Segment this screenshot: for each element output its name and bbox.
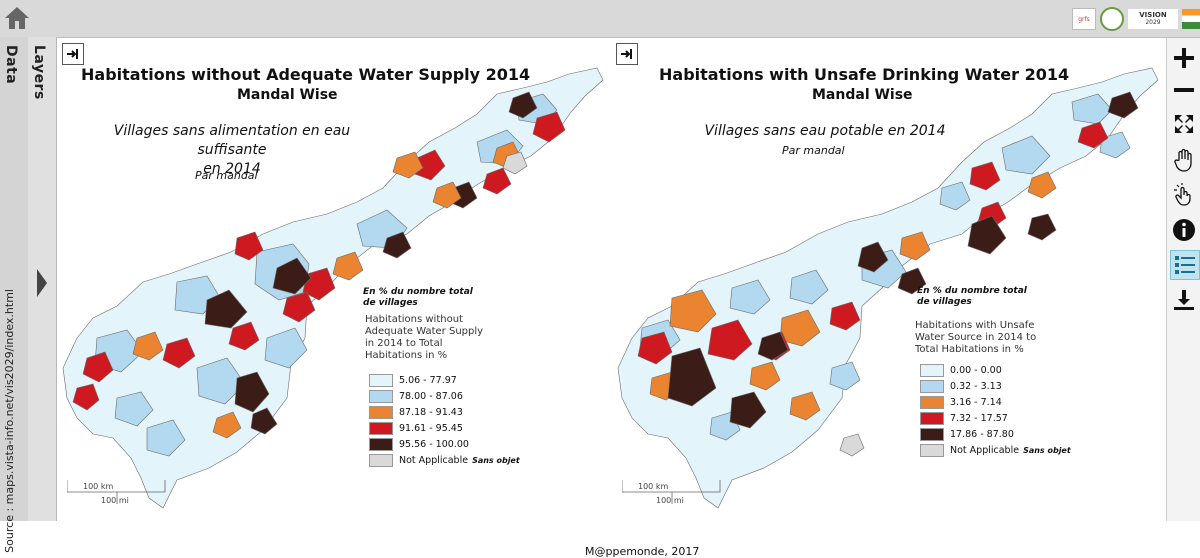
legend-french-heading-left: En % du nombre total de villages — [363, 287, 473, 308]
legend-swatch — [369, 405, 393, 419]
expand-arrow-icon[interactable] — [37, 269, 47, 297]
swap-icon — [67, 49, 78, 59]
download-button[interactable] — [1170, 286, 1198, 314]
legend-swatch — [920, 427, 944, 441]
scale-mi-left: 100 mi — [101, 496, 129, 505]
source-text: Source : maps.vista-info.net/vis2029/ind… — [3, 289, 16, 553]
state-seal-logo — [1100, 7, 1124, 31]
hand-icon — [1174, 148, 1192, 172]
legend-swatch — [920, 411, 944, 425]
data-tab[interactable]: Data Source : maps.vista-info.net/vis202… — [0, 37, 29, 553]
map-panel-left: Habitations without Adequate Water Suppl… — [57, 38, 612, 521]
legend-swatch — [920, 443, 944, 457]
french-title-right: Villages sans eau potable en 2014 — [704, 123, 946, 139]
flag-logo — [1182, 9, 1200, 29]
scale-km-left: 100 km — [83, 482, 114, 491]
legend-button[interactable] — [1170, 250, 1200, 280]
district-map-right — [617, 67, 1159, 509]
info-icon — [1173, 219, 1195, 241]
full-extent-button[interactable] — [1170, 110, 1198, 138]
zoom-out-button[interactable] — [1170, 76, 1198, 104]
legend-swatch — [920, 363, 944, 377]
data-tab-label: Data — [3, 45, 19, 85]
map-title-right: Habitations with Unsafe Drinking Water 2… — [659, 65, 1070, 84]
pan-button[interactable] — [1170, 146, 1198, 174]
scale-km-right: 100 km — [638, 482, 669, 491]
legend-item: 17.86 - 87.80 — [920, 427, 1014, 441]
grfs-logo: grfs — [1072, 8, 1096, 30]
legend-item: 87.18 - 91.43 — [369, 405, 463, 419]
legend-item: 0.00 - 0.00 — [920, 363, 1002, 377]
french-title-left: Villages sans alimentation en eau suffis… — [113, 123, 351, 177]
scale-mi-right: 100 mi — [656, 496, 684, 505]
legend-item-not-applicable: Not Applicable Sans objet — [369, 453, 520, 467]
layers-tab[interactable]: Layers — [28, 37, 57, 521]
swap-icon — [621, 49, 632, 59]
map-toolbar — [1166, 38, 1200, 521]
legend-swatch — [369, 453, 393, 467]
legend-item: 78.00 - 87.06 — [369, 389, 463, 403]
credit-text: M@ppemonde, 2017 — [585, 545, 700, 558]
expand-arrows-icon — [1175, 115, 1193, 133]
map-panel-right: Habitations with Unsafe Drinking Water 2… — [612, 38, 1167, 521]
legend-swatch — [369, 421, 393, 435]
plus-icon — [1174, 48, 1194, 68]
legend-item: 95.56 - 100.00 — [369, 437, 469, 451]
home-icon — [5, 7, 29, 29]
french-subtitle-right: Par mandal — [782, 144, 845, 157]
scale-bar-right — [622, 480, 721, 504]
legend-item: 7.32 - 17.57 — [920, 411, 1008, 425]
partner-logos: grfs VISION 2029 — [1072, 6, 1200, 32]
legend-item: 91.61 - 95.45 — [369, 421, 463, 435]
legend-title-left: Habitations without Adequate Water Suppl… — [365, 314, 484, 361]
map-subtitle-right: Mandal Wise — [812, 87, 913, 103]
zoom-in-button[interactable] — [1170, 44, 1198, 72]
legend-item: 0.32 - 3.13 — [920, 379, 1002, 393]
identify-button[interactable] — [1170, 180, 1198, 208]
french-subtitle-left: Par mandal — [195, 169, 258, 182]
legend-swatch — [920, 379, 944, 393]
legend-title-right: Habitations with Unsafe Water Source in … — [915, 320, 1037, 355]
legend-swatch — [369, 373, 393, 387]
list-icon — [1175, 256, 1195, 274]
panel-toggle-button-right[interactable] — [616, 43, 638, 65]
home-button[interactable] — [2, 3, 32, 33]
map-area[interactable]: Habitations without Adequate Water Suppl… — [57, 38, 1167, 558]
scale-bar-left — [67, 480, 166, 504]
pointer-click-icon — [1174, 183, 1191, 206]
legend-swatch — [920, 395, 944, 409]
panel-toggle-button-left[interactable] — [62, 43, 84, 65]
info-button[interactable] — [1170, 216, 1198, 244]
map-title-left: Habitations without Adequate Water Suppl… — [81, 65, 531, 84]
top-bar: grfs VISION 2029 — [0, 0, 1200, 38]
vision-2029-logo: VISION 2029 — [1128, 9, 1178, 29]
download-icon — [1174, 290, 1194, 310]
district-map-left — [62, 67, 604, 509]
legend-swatch — [369, 389, 393, 403]
legend-french-heading-right: En % du nombre total de villages — [917, 286, 1027, 307]
legend-item-not-applicable: Not Applicable Sans objet — [920, 443, 1071, 457]
minus-icon — [1174, 88, 1194, 92]
legend-item: 5.06 - 77.97 — [369, 373, 457, 387]
layers-tab-label: Layers — [31, 45, 47, 100]
legend-swatch — [369, 437, 393, 451]
legend-item: 3.16 - 7.14 — [920, 395, 1002, 409]
map-subtitle-left: Mandal Wise — [237, 87, 338, 103]
